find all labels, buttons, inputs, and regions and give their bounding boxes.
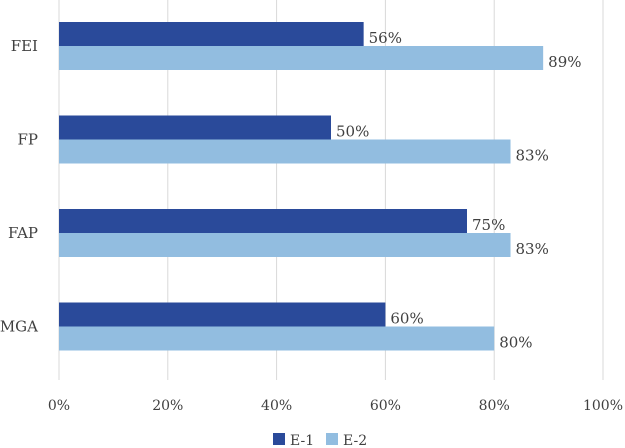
data-label: 80% — [499, 334, 532, 352]
legend-label-e-2: E-2 — [343, 433, 367, 448]
x-tick-label: 0% — [48, 398, 70, 414]
legend-label-e-1: E-1 — [290, 433, 314, 448]
data-label: 56% — [369, 29, 402, 47]
category-label: FAP — [8, 224, 38, 242]
bars — [59, 22, 544, 351]
category-label: FP — [17, 131, 38, 149]
bar-e-2-fei — [59, 46, 544, 70]
x-tick-label: 100% — [583, 398, 623, 414]
data-label: 50% — [336, 123, 369, 141]
category-labels: FEI FP FAP MGA — [0, 37, 38, 336]
bar-e-1-fei — [59, 22, 364, 46]
bar-e-2-mga — [59, 326, 495, 351]
data-label: 75% — [472, 216, 505, 234]
x-tick-label: 80% — [479, 398, 510, 414]
data-label: 83% — [516, 147, 549, 165]
data-label: 89% — [548, 53, 581, 71]
data-label: 60% — [390, 310, 423, 328]
x-tick-label: 20% — [152, 398, 183, 414]
legend: E-1 E-2 — [273, 433, 367, 448]
data-labels: 56% 89% 50% 83% 75% 83% 60% 80% — [336, 29, 582, 352]
bar-e-1-fap — [59, 209, 467, 233]
legend-swatch-e-2 — [326, 433, 338, 445]
bar-e-2-fp — [59, 139, 511, 164]
category-label: FEI — [11, 37, 38, 55]
bar-e-1-mga — [59, 302, 386, 327]
bar-e-2-fap — [59, 233, 511, 257]
x-tick-label: 60% — [370, 398, 401, 414]
bar-e-1-fp — [59, 115, 331, 140]
legend-swatch-e-1 — [273, 433, 285, 445]
data-label: 83% — [516, 240, 549, 258]
x-axis-ticks: 0% 20% 40% 60% 80% 100% — [48, 398, 623, 414]
x-tick-label: 40% — [261, 398, 292, 414]
category-label: MGA — [0, 318, 38, 336]
